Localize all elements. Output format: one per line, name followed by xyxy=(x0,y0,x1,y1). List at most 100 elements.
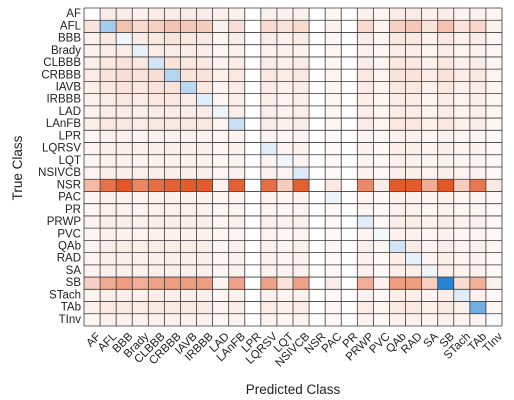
heatmap-cell-STach-LPR xyxy=(244,289,262,302)
heatmap-cell-LQRSV-PRWP xyxy=(357,142,374,156)
heatmap-cell-LQT-LPR xyxy=(244,154,262,168)
heatmap-cell-CRBBB-NSR xyxy=(309,69,326,82)
y-tick-label-QAb: QAb xyxy=(58,241,81,253)
heatmap-cell-AF-PVC xyxy=(373,8,390,21)
heatmap-cell-TAb-TInv xyxy=(485,301,503,315)
heatmap-cell-IRBBB-LAnFB xyxy=(228,93,246,107)
heatmap-cell-CRBBB-BBB xyxy=(116,69,133,82)
heatmap-cell-RAD-LAnFB xyxy=(228,252,246,266)
heatmap-cell-NSR-AF xyxy=(84,179,101,192)
y-tick-label-AF: AF xyxy=(66,8,81,20)
heatmap-cell-LQRSV-SB xyxy=(437,142,455,156)
heatmap-cell-STach-NSR xyxy=(309,289,326,302)
heatmap-cell-CLBBB-CLBBB xyxy=(148,56,165,70)
heatmap-cell-IAVB-NSIVCB xyxy=(293,81,310,94)
heatmap-cell-AF-IRBBB xyxy=(196,8,213,21)
x-tick-label-TInv: TInv xyxy=(481,331,505,355)
heatmap-cell-SB-LPR xyxy=(244,277,262,290)
heatmap-cell-LQRSV-LAD xyxy=(212,142,229,156)
heatmap-cell-TInv-AF xyxy=(84,313,101,327)
heatmap-cell-SB-CLBBB xyxy=(148,277,165,290)
heatmap-cell-AF-LQRSV xyxy=(260,8,278,21)
heatmap-cell-AFL-NSIVCB xyxy=(293,20,310,33)
heatmap-cell-TInv-LAD xyxy=(212,313,229,327)
heatmap-cell-LAD-TInv xyxy=(485,105,503,119)
heatmap-cell-Brady-PVC xyxy=(373,44,390,58)
heatmap-cell-BBB-LAD xyxy=(212,32,229,45)
heatmap-cell-BBB-LAnFB xyxy=(228,32,246,45)
y-tick-label-LAnFB: LAnFB xyxy=(46,118,81,130)
heatmap-cell-LQRSV-LPR xyxy=(244,142,262,156)
heatmap-cell-SB-PRWP xyxy=(357,277,374,290)
heatmap-cell-LQT-TInv xyxy=(485,154,503,168)
heatmap-cell-TAb-IRBBB xyxy=(196,301,213,315)
heatmap-cell-LAnFB-NSIVCB xyxy=(293,118,310,131)
y-tick-label-SA: SA xyxy=(66,265,82,277)
heatmap-cell-NSR-NSIVCB xyxy=(293,179,310,192)
heatmap-cell-LQT-NSIVCB xyxy=(293,154,310,168)
heatmap-cell-PAC-TInv xyxy=(485,191,503,204)
heatmap-cell-PVC-STach xyxy=(453,228,471,241)
heatmap-cell-Brady-PR xyxy=(341,44,358,58)
heatmap-cell-SA-LPR xyxy=(244,264,262,278)
heatmap-cell-NSIVCB-SA xyxy=(421,167,438,180)
heatmap-cell-SB-TInv xyxy=(485,277,503,290)
heatmap-cell-LQRSV-PR xyxy=(341,142,358,156)
heatmap-cell-IRBBB-SA xyxy=(421,93,438,107)
heatmap-cell-AF-BBB xyxy=(116,8,133,21)
heatmap-cell-PR-IRBBB xyxy=(196,203,213,217)
heatmap-cell-LQT-PRWP xyxy=(357,154,374,168)
heatmap-cell-AF-LAD xyxy=(212,8,229,21)
heatmap-cell-PAC-LQRSV xyxy=(260,191,278,204)
heatmap-cell-TAb-AFL xyxy=(100,301,117,315)
heatmap-cell-CRBBB-PVC xyxy=(373,69,390,82)
heatmap-cell-AFL-LAnFB xyxy=(228,20,246,33)
heatmap-cell-QAb-IRBBB xyxy=(196,240,213,253)
heatmap-cell-STach-NSIVCB xyxy=(293,289,310,302)
x-tick-labels: AFAFLBBBBradyCLBBBCRBBBIAVBIRBBBLADLAnFB… xyxy=(84,330,505,369)
heatmap-cell-PR-LQT xyxy=(276,203,294,217)
heatmap-cell-PRWP-AF xyxy=(84,215,101,229)
heatmap-cell-Brady-Brady xyxy=(132,44,149,58)
heatmap-cell-LQT-AF xyxy=(84,154,101,168)
y-tick-label-IRBBB: IRBBB xyxy=(46,94,81,106)
heatmap-cell-LAnFB-SA xyxy=(421,118,438,131)
heatmap-cell-PVC-QAb xyxy=(389,228,406,241)
heatmap-cell-PAC-LPR xyxy=(244,191,262,204)
heatmap-cell-LQRSV-STach xyxy=(453,142,471,156)
heatmap-cell-LQRSV-PVC xyxy=(373,142,390,156)
heatmap-cell-AFL-PAC xyxy=(325,20,342,33)
heatmap-cell-LAD-QAb xyxy=(389,105,406,119)
heatmap-cell-AF-QAb xyxy=(389,8,406,21)
heatmap-cell-RAD-BBB xyxy=(116,252,133,266)
heatmap-cell-TAb-BBB xyxy=(116,301,133,315)
heatmap-cell-PR-BBB xyxy=(116,203,133,217)
heatmap-cell-SB-Brady xyxy=(132,277,149,290)
heatmap-cell-NSR-IAVB xyxy=(180,179,197,192)
heatmap-cell-CLBBB-IRBBB xyxy=(196,56,213,70)
heatmap-cell-LQRSV-TInv xyxy=(485,142,503,156)
heatmap-cell-TInv-IRBBB xyxy=(196,313,213,327)
heatmap-cell-STach-TAb xyxy=(469,289,487,302)
heatmap-cell-LPR-BBB xyxy=(116,130,133,143)
y-tick-label-LQRSV: LQRSV xyxy=(42,143,81,155)
heatmap-cell-NSR-AFL xyxy=(100,179,117,192)
heatmap-cell-Brady-SA xyxy=(421,44,438,58)
heatmap-cell-NSR-LPR xyxy=(244,179,262,192)
heatmap-cell-LQT-Brady xyxy=(132,154,149,168)
heatmap-cell-LAD-LAnFB xyxy=(228,105,246,119)
heatmap-cell-IAVB-STach xyxy=(453,81,471,94)
heatmap-cell-PRWP-LAnFB xyxy=(228,215,246,229)
heatmap-cell-LAnFB-PRWP xyxy=(357,118,374,131)
heatmap-cell-SB-SB xyxy=(437,277,455,290)
heatmap-cell-LAnFB-AFL xyxy=(100,118,117,131)
heatmap-cell-LQRSV-TAb xyxy=(469,142,487,156)
heatmap-cell-LQT-TAb xyxy=(469,154,487,168)
heatmap-cell-BBB-SA xyxy=(421,32,438,45)
heatmap-cell-PRWP-QAb xyxy=(389,215,406,229)
heatmap-cell-AFL-AFL xyxy=(100,20,117,33)
heatmap-cell-RAD-NSR xyxy=(309,252,326,266)
heatmap-cell-TInv-PVC xyxy=(373,313,390,327)
heatmap-cell-AF-TAb xyxy=(469,8,487,21)
heatmap-cell-PVC-LQRSV xyxy=(260,228,278,241)
